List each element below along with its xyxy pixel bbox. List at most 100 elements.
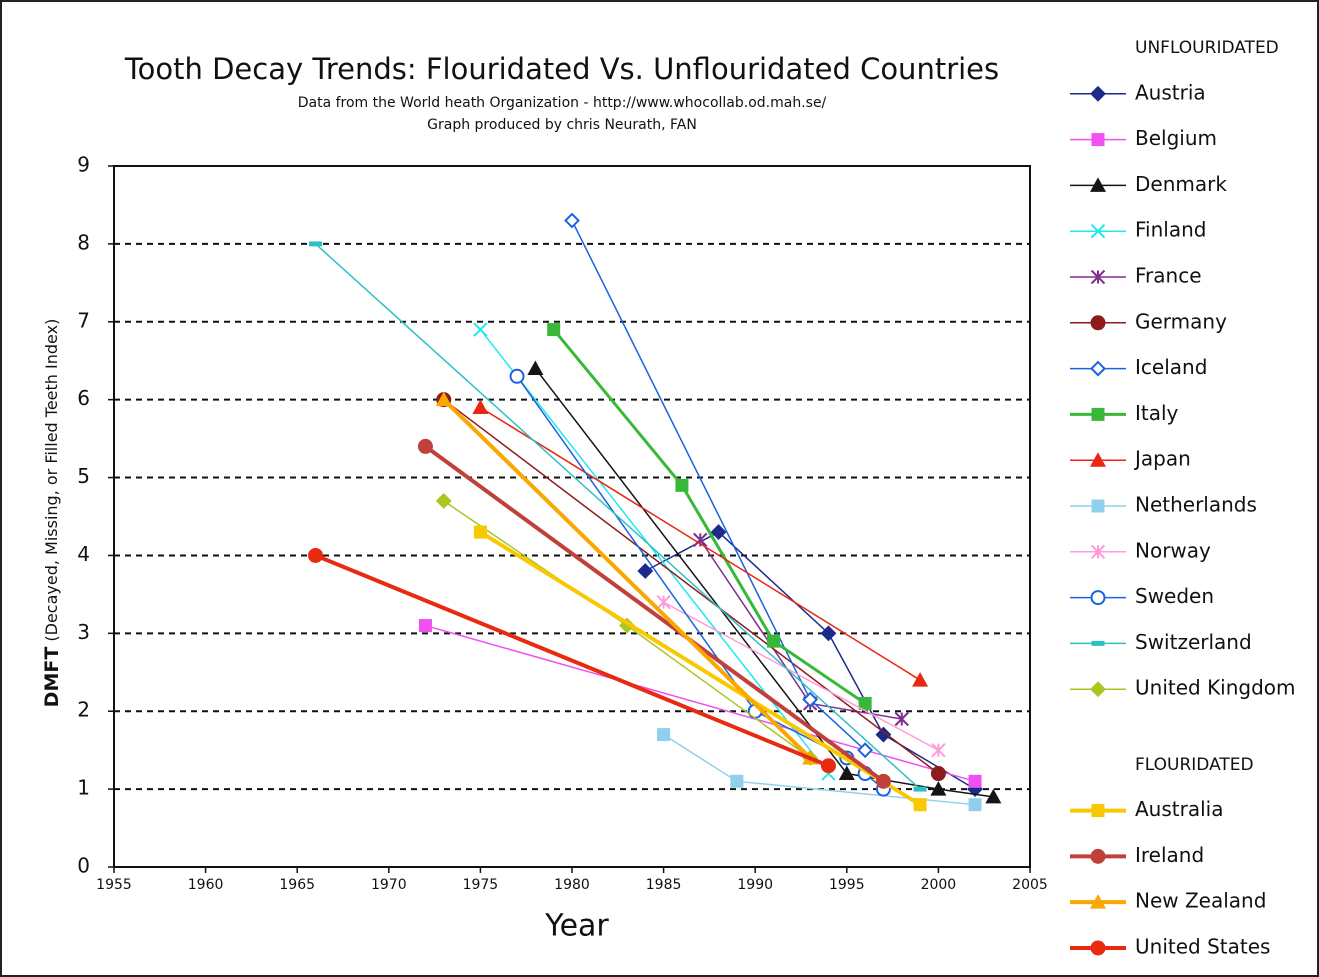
marker bbox=[564, 212, 580, 229]
marker bbox=[1090, 940, 1106, 956]
legend-label: Switzerland bbox=[1135, 630, 1252, 654]
x-tick-label: 1955 bbox=[96, 877, 132, 893]
marker bbox=[637, 563, 654, 579]
marker bbox=[838, 765, 855, 781]
marker bbox=[857, 742, 874, 759]
marker bbox=[875, 726, 892, 743]
marker bbox=[912, 672, 929, 687]
marker bbox=[858, 696, 872, 710]
chart-title: Tooth Decay Trends: Flouridated Vs. Unfl… bbox=[124, 52, 999, 86]
series-line bbox=[315, 243, 921, 790]
legend-group-title: UNFLOURIDATED bbox=[1135, 38, 1279, 58]
x-axis-label: Year bbox=[544, 909, 609, 944]
marker bbox=[308, 547, 324, 563]
marker bbox=[767, 634, 781, 648]
series bbox=[656, 594, 946, 758]
x-tick-label: 1965 bbox=[279, 877, 315, 893]
series bbox=[527, 360, 1002, 804]
marker bbox=[820, 625, 837, 642]
marker bbox=[435, 391, 452, 407]
legend-label: New Zealand bbox=[1135, 889, 1266, 913]
legend-label: Iceland bbox=[1135, 355, 1207, 379]
marker bbox=[985, 788, 1002, 804]
series-line bbox=[480, 406, 921, 681]
x-tick-label: 1995 bbox=[829, 877, 865, 893]
x-tick-label: 1960 bbox=[188, 877, 224, 893]
legend-label: Australia bbox=[1135, 797, 1223, 821]
marker bbox=[730, 774, 744, 788]
subtitle: Data from the World heath Organization -… bbox=[298, 95, 827, 111]
marker bbox=[1090, 360, 1106, 377]
x-tick-label: 1990 bbox=[737, 877, 773, 893]
legend-label: Norway bbox=[1135, 538, 1211, 562]
x-tick-label: 1980 bbox=[554, 877, 590, 893]
series-line bbox=[442, 398, 812, 760]
legend-label: Germany bbox=[1135, 309, 1227, 333]
y-tick-label: 7 bbox=[77, 308, 90, 332]
y-tick-label: 8 bbox=[77, 230, 90, 254]
marker bbox=[656, 594, 671, 610]
marker bbox=[527, 360, 544, 376]
legend-label: Sweden bbox=[1135, 584, 1214, 608]
x-tick-label: 2005 bbox=[1012, 877, 1048, 893]
marker bbox=[417, 438, 433, 454]
marker bbox=[1091, 133, 1105, 147]
marker bbox=[435, 493, 452, 509]
marker bbox=[1090, 848, 1106, 864]
marker bbox=[1090, 177, 1106, 192]
marker bbox=[1090, 544, 1106, 560]
series bbox=[309, 241, 927, 792]
series-line bbox=[552, 328, 866, 705]
series bbox=[308, 547, 836, 774]
y-tick-label: 0 bbox=[77, 854, 90, 878]
marker bbox=[418, 619, 432, 633]
y-tick-label: 5 bbox=[77, 464, 90, 488]
legend-label: Austria bbox=[1135, 80, 1206, 104]
marker bbox=[1090, 85, 1106, 102]
marker bbox=[1090, 590, 1106, 606]
marker bbox=[930, 781, 947, 796]
marker bbox=[1090, 452, 1106, 467]
marker bbox=[1091, 640, 1105, 646]
marker bbox=[1091, 499, 1105, 513]
legend-label: Denmark bbox=[1135, 172, 1227, 196]
series-line bbox=[663, 601, 939, 751]
series-line bbox=[479, 530, 922, 807]
legend-group-title: FLOURIDATED bbox=[1135, 755, 1254, 775]
marker bbox=[472, 399, 489, 414]
x-tick-label: 1975 bbox=[463, 877, 499, 893]
series bbox=[547, 323, 872, 710]
series bbox=[473, 525, 927, 812]
series-line bbox=[443, 399, 939, 775]
subtitle: Graph produced by chris Neurath, FAN bbox=[427, 117, 697, 133]
marker bbox=[473, 322, 488, 337]
marker bbox=[820, 758, 836, 774]
y-tick-label: 2 bbox=[77, 698, 90, 722]
series bbox=[657, 728, 982, 812]
series-line bbox=[534, 368, 994, 798]
marker bbox=[968, 774, 982, 788]
marker bbox=[1090, 681, 1106, 698]
legend-label: Japan bbox=[1133, 447, 1191, 471]
marker bbox=[509, 368, 525, 384]
y-tick-label: 9 bbox=[77, 153, 90, 177]
marker bbox=[875, 773, 891, 789]
y-tick-label: 6 bbox=[77, 386, 90, 410]
plot-area bbox=[113, 165, 1031, 868]
marker bbox=[968, 798, 982, 812]
series bbox=[564, 212, 874, 759]
marker bbox=[931, 742, 946, 758]
x-tick-label: 2000 bbox=[921, 877, 957, 893]
marker bbox=[710, 524, 727, 540]
series bbox=[435, 493, 819, 766]
x-tick-label: 1985 bbox=[646, 877, 682, 893]
legend-label: Belgium bbox=[1135, 126, 1217, 150]
series bbox=[417, 438, 891, 789]
marker bbox=[309, 241, 323, 247]
series-line bbox=[424, 444, 885, 783]
marker bbox=[894, 711, 909, 727]
y-tick-label: 1 bbox=[77, 776, 90, 800]
